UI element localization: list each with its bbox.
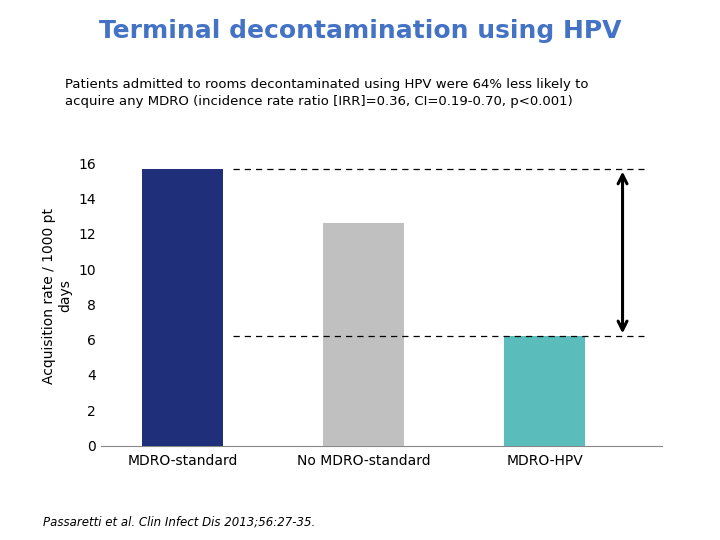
Text: Terminal decontamination using HPV: Terminal decontamination using HPV xyxy=(99,19,621,43)
Text: Patients admitted to rooms decontaminated using HPV were 64% less likely to
acqu: Patients admitted to rooms decontaminate… xyxy=(65,78,588,109)
Bar xyxy=(504,336,585,446)
Bar xyxy=(323,224,404,446)
Y-axis label: Acquisition rate / 1000 pt
days: Acquisition rate / 1000 pt days xyxy=(42,208,73,383)
Bar xyxy=(142,168,223,445)
Text: Passaretti et al. Clin Infect Dis 2013;56:27-35.: Passaretti et al. Clin Infect Dis 2013;5… xyxy=(43,515,315,528)
